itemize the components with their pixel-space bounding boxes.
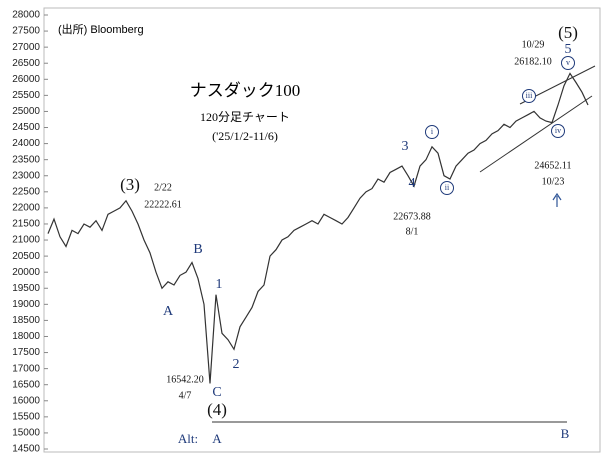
chart-subtitle: 120分足チャート xyxy=(200,110,290,124)
y-tick-label: 19500 xyxy=(12,283,40,294)
y-tick-label: 22500 xyxy=(12,186,40,197)
annotation: 10/29 xyxy=(522,39,545,50)
annotation: 10/23 xyxy=(542,176,565,187)
price-line xyxy=(47,72,589,384)
annotation: B xyxy=(193,242,202,257)
source: (出所) Bloomberg xyxy=(58,22,144,36)
y-tick-label: 23000 xyxy=(12,170,40,181)
y-tick-label: 21000 xyxy=(12,235,40,246)
plot-frame xyxy=(43,7,601,453)
annotation: 22222.61 xyxy=(144,199,182,210)
annotation: 2 xyxy=(233,357,240,372)
y-tick-label: 23500 xyxy=(12,154,40,165)
annotation: B xyxy=(561,426,570,441)
annotation: 2/22 xyxy=(154,182,172,193)
annotation: 4 xyxy=(409,176,416,191)
wave-circle xyxy=(561,56,575,70)
chart-title: ナスダック100 xyxy=(190,81,301,100)
y-tick-label: 19000 xyxy=(12,299,40,310)
annotation: A xyxy=(163,304,174,319)
annotation: iii xyxy=(526,91,533,100)
annotation: 1 xyxy=(216,277,223,292)
annotation: (5) xyxy=(558,23,578,42)
annotation: C xyxy=(212,385,221,400)
y-tick-label: 15000 xyxy=(12,428,40,439)
y-tick-label: 24000 xyxy=(12,138,40,149)
y-tick-label: 14500 xyxy=(12,444,40,455)
y-tick-label: 27000 xyxy=(12,42,40,53)
y-tick-label: 18500 xyxy=(12,315,40,326)
annotation: 8/1 xyxy=(406,226,419,237)
annotation: i xyxy=(431,127,434,136)
y-tick-label: 15500 xyxy=(12,411,40,422)
y-tick-label: 16500 xyxy=(12,379,40,390)
wave-circle xyxy=(440,181,454,195)
arrow xyxy=(552,192,562,207)
y-tick-label: 16000 xyxy=(12,395,40,406)
y-tick-label: 24500 xyxy=(12,122,40,133)
annotation: Alt: xyxy=(178,431,198,446)
y-tick-label: 17500 xyxy=(12,347,40,358)
y-tick-label: 21500 xyxy=(12,219,40,230)
wave-circle xyxy=(522,89,536,103)
annotation: 3 xyxy=(402,139,409,154)
annotation: (4) xyxy=(207,400,227,419)
annotation: 5 xyxy=(565,42,572,57)
wave-circle xyxy=(551,124,565,138)
annotation: ii xyxy=(445,183,450,192)
channel-lower xyxy=(479,95,593,173)
y-tick-label: 25000 xyxy=(12,106,40,117)
y-tick-label: 26000 xyxy=(12,74,40,85)
chart-period: ('25/1/2-11/6) xyxy=(212,129,278,143)
annotation: (3) xyxy=(120,175,140,194)
y-tick-label: 27500 xyxy=(12,26,40,37)
annotation: 22673.88 xyxy=(393,211,431,222)
y-tick-label: 18000 xyxy=(12,331,40,342)
y-tick-label: 17000 xyxy=(12,363,40,374)
y-tick-label: 25500 xyxy=(12,90,40,101)
annotation: A xyxy=(212,431,222,446)
y-tick-label: 20500 xyxy=(12,251,40,262)
annotation: 4/7 xyxy=(179,390,192,401)
annotation: 24652.11 xyxy=(534,160,571,171)
annotation: 26182.10 xyxy=(514,56,552,67)
y-tick-label: 28000 xyxy=(12,10,40,21)
y-tick-label: 20000 xyxy=(12,267,40,278)
wave-circle xyxy=(425,125,439,139)
annotation: v xyxy=(566,58,570,67)
annotation: 16542.20 xyxy=(166,374,204,385)
y-tick-label: 26500 xyxy=(12,58,40,69)
y-tick-label: 22000 xyxy=(12,203,40,214)
annotation: iv xyxy=(555,126,561,135)
